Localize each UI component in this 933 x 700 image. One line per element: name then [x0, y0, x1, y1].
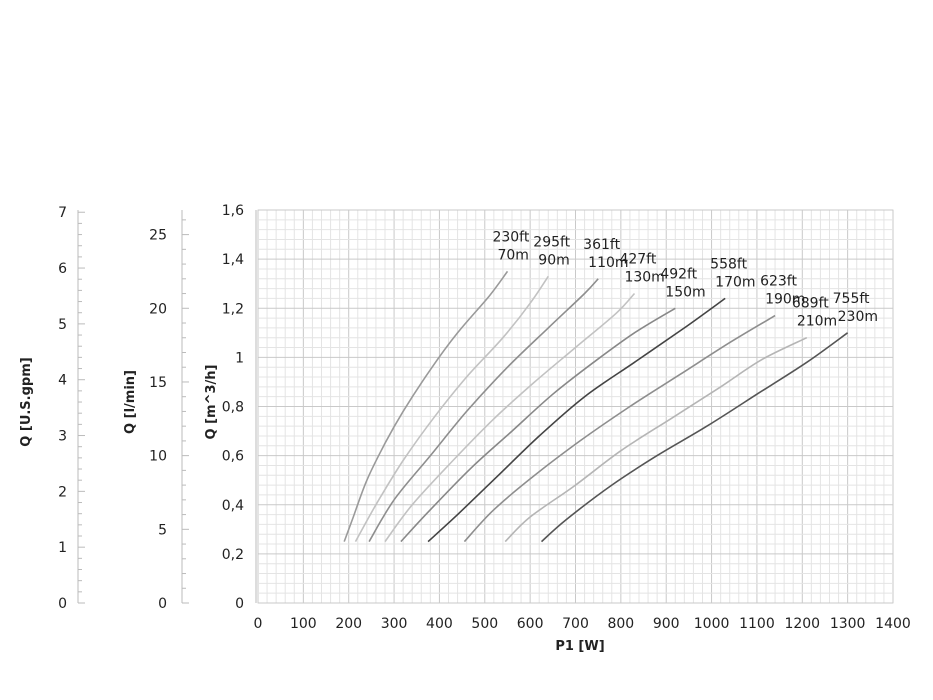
- y-tick-label-usgpm: 6: [58, 261, 67, 277]
- series-line-8: [540, 332, 849, 543]
- y-tick-label-usgpm: 0: [58, 596, 67, 612]
- x-tick-label: 700: [562, 616, 589, 632]
- series-line-4: [400, 307, 676, 543]
- series-label-m: 150m: [665, 284, 705, 300]
- series-line-3: [384, 292, 636, 543]
- x-tick-label: 1000: [694, 616, 730, 632]
- y-tick-label-usgpm: 7: [58, 205, 67, 221]
- series-label-ft: 492ft: [660, 266, 697, 282]
- series-label-ft: 623ft: [760, 274, 797, 290]
- y-tick-label-lmin: 20: [149, 301, 167, 317]
- x-tick-label: 400: [426, 616, 453, 632]
- y-tick-label-lmin: 10: [149, 449, 167, 465]
- x-tick-label: 600: [517, 616, 544, 632]
- series-line-2: [368, 278, 599, 543]
- y-tick-label-m3h: 1,2: [222, 301, 244, 317]
- y-tick-label-m3h: 0,8: [222, 400, 244, 416]
- y-axis-title-m3h: Q [m^3/h]: [204, 365, 219, 440]
- y-tick-label-lmin: 15: [149, 375, 167, 391]
- y-tick-label-m3h: 1,6: [222, 203, 244, 219]
- x-axis-title: P1 [W]: [555, 639, 604, 654]
- series-line-0: [343, 270, 509, 542]
- series-label-m: 210m: [797, 314, 837, 330]
- y-tick-label-usgpm: 1: [58, 540, 67, 556]
- series-group: [343, 270, 849, 543]
- y-tick-label-usgpm: 4: [58, 373, 67, 389]
- y-tick-label-usgpm: 2: [58, 484, 67, 500]
- x-tick-label: 900: [653, 616, 680, 632]
- series-label-m: 70m: [497, 247, 528, 263]
- series-label-ft: 558ft: [710, 256, 747, 272]
- series-label-ft: 689ft: [792, 296, 829, 312]
- y-tick-label-usgpm: 5: [58, 317, 67, 333]
- x-tick-label: 500: [471, 616, 498, 632]
- x-tick-label: 0: [254, 616, 263, 632]
- series-line-5: [427, 297, 726, 543]
- series-label-m: 130m: [624, 270, 664, 286]
- y-tick-label-m3h: 1: [235, 350, 244, 366]
- series-label-ft: 427ft: [619, 252, 656, 268]
- y-tick-label-lmin: 0: [158, 596, 167, 612]
- series-label-ft: 361ft: [583, 237, 620, 253]
- y-tick-label-lmin: 25: [149, 228, 167, 244]
- x-tick-label: 200: [335, 616, 362, 632]
- series-label-ft: 295ft: [533, 234, 570, 250]
- y-tick-label-m3h: 0,6: [222, 449, 244, 465]
- series-label-ft: 230ft: [492, 229, 529, 245]
- series-label-m: 110m: [588, 255, 628, 271]
- axes: 0 100 200 300 400 500 600 700 800 900 1000 1100 1200…: [58, 203, 911, 632]
- x-tick-label: 1200: [784, 616, 820, 632]
- series-line-6: [463, 314, 776, 543]
- y-tick-label-m3h: 1,4: [222, 252, 244, 268]
- y-tick-label-lmin: 5: [158, 522, 167, 538]
- series-line-1: [354, 275, 549, 542]
- series-label-m: 230m: [838, 309, 878, 325]
- series-label-m: 190m: [765, 292, 805, 308]
- x-tick-label: 1400: [875, 616, 911, 632]
- series-line-7: [504, 336, 808, 543]
- x-tick-label: 800: [607, 616, 634, 632]
- y-axis-title-usgpm: Q [U.S.gpm]: [19, 357, 34, 446]
- y-tick-label-m3h: 0: [235, 596, 244, 612]
- grid: [257, 209, 894, 604]
- series-label-ft: 755ft: [833, 291, 870, 307]
- y-tick-label-m3h: 0,4: [222, 498, 244, 514]
- x-tick-label: 300: [381, 616, 408, 632]
- series-label-m: 90m: [538, 252, 569, 268]
- x-tick-label: 100: [290, 616, 317, 632]
- y-tick-label-m3h: 0,2: [222, 547, 244, 563]
- y-axis-title-lmin: Q [l/min]: [123, 370, 138, 434]
- series-label-m: 170m: [715, 274, 755, 290]
- x-tick-label: 1100: [739, 616, 775, 632]
- x-tick-label: 1300: [830, 616, 866, 632]
- y-tick-label-usgpm: 3: [58, 429, 67, 445]
